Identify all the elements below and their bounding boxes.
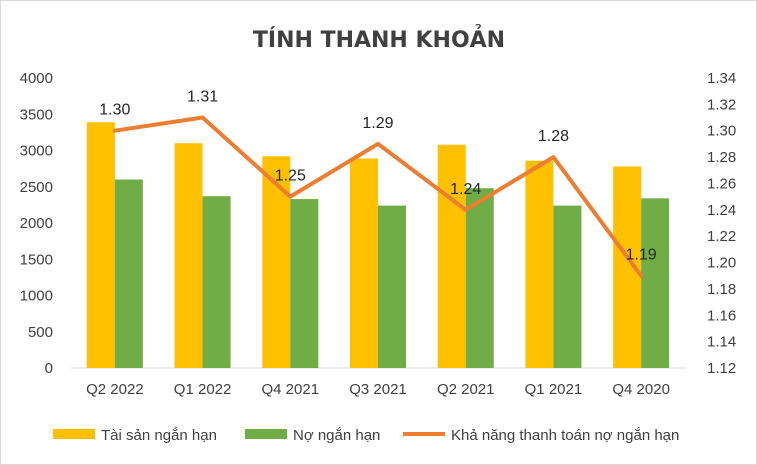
- right-tick-label: 1.18: [707, 281, 736, 298]
- bar-assets: [86, 122, 115, 368]
- bar-liabilities: [465, 188, 494, 368]
- chart-title: TÍNH THANH KHOẢN: [253, 25, 505, 53]
- bar-liabilities: [114, 179, 143, 368]
- right-tick-label: 1.32: [707, 96, 736, 113]
- ratio-data-label: 1.25: [275, 168, 306, 185]
- right-tick-label: 1.34: [707, 70, 736, 87]
- bar-assets: [525, 160, 554, 368]
- right-tick-label: 1.22: [707, 228, 736, 245]
- ratio-data-label: 1.24: [450, 181, 481, 198]
- bar-assets: [350, 158, 378, 368]
- category-label: Q2 2021: [437, 381, 495, 398]
- bar-liabilities: [290, 199, 319, 368]
- bars: [86, 122, 670, 368]
- category-label: Q1 2022: [174, 381, 232, 398]
- right-tick-label: 1.20: [707, 255, 736, 272]
- category-label: Q1 2021: [525, 381, 583, 398]
- left-tick-label: 1500: [20, 251, 53, 268]
- left-tick-label: 2500: [20, 179, 53, 196]
- bar-assets: [437, 144, 466, 368]
- right-tick-label: 1.16: [707, 307, 736, 324]
- category-label: Q4 2020: [612, 381, 670, 398]
- right-tick-label: 1.30: [707, 123, 736, 140]
- legend-swatch-assets: [53, 429, 95, 439]
- left-tick-label: 3500: [20, 106, 53, 123]
- legend-label-ratio: Khả năng thanh toán nợ ngắn hạn: [451, 427, 679, 444]
- right-tick-label: 1.12: [707, 360, 736, 377]
- ratio-data-label: 1.28: [538, 128, 569, 145]
- right-tick-label: 1.24: [707, 202, 736, 219]
- left-tick-label: 500: [28, 324, 53, 341]
- bar-liabilities: [553, 205, 582, 368]
- right-tick-label: 1.14: [707, 334, 736, 351]
- left-axis: 0 500 1000 1500 2000 2500 3000 3500 4000: [20, 70, 53, 377]
- bar-liabilities: [202, 196, 231, 368]
- left-tick-label: 0: [45, 360, 53, 377]
- bar-liabilities: [378, 205, 406, 368]
- ratio-data-label: 1.19: [626, 247, 657, 264]
- left-tick-label: 4000: [20, 70, 53, 87]
- ratio-data-label: 1.30: [99, 102, 130, 119]
- left-tick-label: 1000: [20, 288, 53, 305]
- bar-liabilities: [641, 198, 670, 368]
- right-tick-label: 1.26: [707, 175, 736, 192]
- left-tick-label: 2000: [20, 215, 53, 232]
- legend-swatch-liabilities: [245, 429, 287, 439]
- bar-assets: [262, 156, 291, 368]
- ratio-data-label: 1.29: [362, 115, 393, 132]
- category-label: Q3 2021: [349, 381, 407, 398]
- bar-assets: [174, 143, 203, 368]
- right-axis: 1.12 1.14 1.16 1.18 1.20 1.22 1.24 1.26 1.28 1.30…: [707, 70, 736, 377]
- right-tick-label: 1.28: [707, 149, 736, 166]
- legend-label-liabilities: Nợ ngắn hạn: [293, 427, 380, 444]
- ratio-data-label: 1.31: [187, 89, 218, 106]
- category-label: Q4 2021: [262, 381, 320, 398]
- left-tick-label: 3000: [20, 143, 53, 160]
- category-label: Q2 2022: [86, 381, 144, 398]
- legend: Tài sản ngắn hạn Nợ ngắn hạn Khả năng th…: [53, 427, 679, 444]
- ratio-line-layer: 1.30 1.31 1.25 1.29 1.24 1.28 1.19: [99, 89, 657, 278]
- category-labels: Q2 2022 Q1 2022 Q4 2021 Q3 2021 Q2 2021 Q1 20…: [86, 381, 670, 398]
- ratio-line: [112, 115, 644, 278]
- legend-label-assets: Tài sản ngắn hạn: [101, 427, 217, 444]
